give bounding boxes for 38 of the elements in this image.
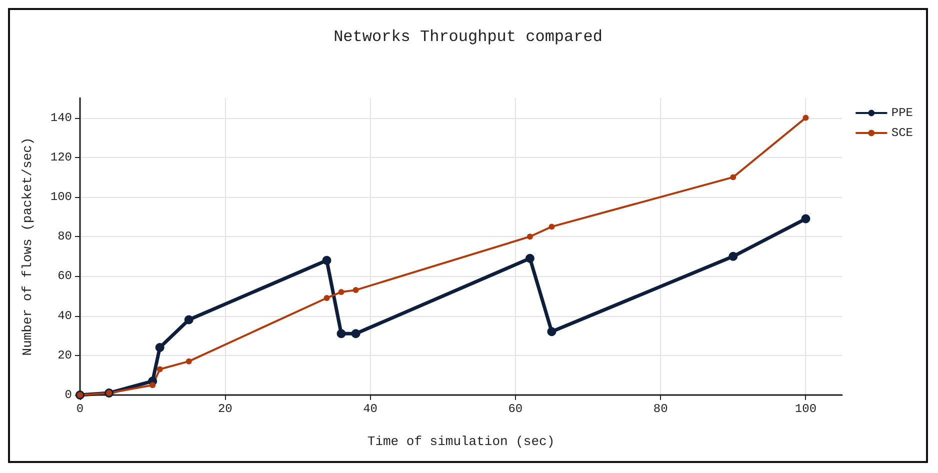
x-tick-label: 40 (363, 402, 378, 416)
point (730, 174, 736, 180)
y-tick-label: 20 (58, 348, 72, 362)
y-tick-label: 40 (58, 308, 72, 323)
point (351, 329, 360, 338)
point (801, 214, 810, 224)
y-tick-label: 100 (50, 190, 72, 204)
y-tick-label: 120 (50, 150, 72, 164)
y-tick-label: 80 (58, 230, 72, 244)
x-axis-title: Time of simulation (sec) (367, 434, 555, 449)
point (184, 315, 194, 324)
point (336, 329, 346, 338)
y-tick-label: 60 (58, 269, 72, 284)
point (525, 254, 534, 263)
x-tick-label: 0 (76, 402, 84, 416)
point (186, 358, 192, 364)
x-tick-label: 80 (653, 402, 668, 416)
x-tick-label: 20 (218, 402, 232, 416)
point (352, 287, 359, 294)
point (728, 252, 738, 261)
point (548, 224, 555, 230)
legend-label: SCE (891, 126, 914, 140)
point (526, 234, 533, 240)
chart-title: Networks Throughput compared (334, 28, 602, 46)
point (156, 366, 163, 372)
y-tick-label: 0 (64, 388, 72, 402)
point (338, 289, 344, 296)
y-axis-title: Number of flows (packet/sec) (20, 137, 35, 356)
point (150, 382, 156, 388)
point (802, 114, 809, 121)
x-tick-label: 100 (794, 402, 817, 416)
point (547, 327, 556, 336)
point (155, 342, 164, 352)
point (324, 294, 330, 301)
y-tick-label: 140 (50, 110, 72, 125)
point (322, 256, 332, 265)
x-tick-label: 60 (508, 402, 523, 416)
legend-label: PPE (891, 106, 914, 120)
